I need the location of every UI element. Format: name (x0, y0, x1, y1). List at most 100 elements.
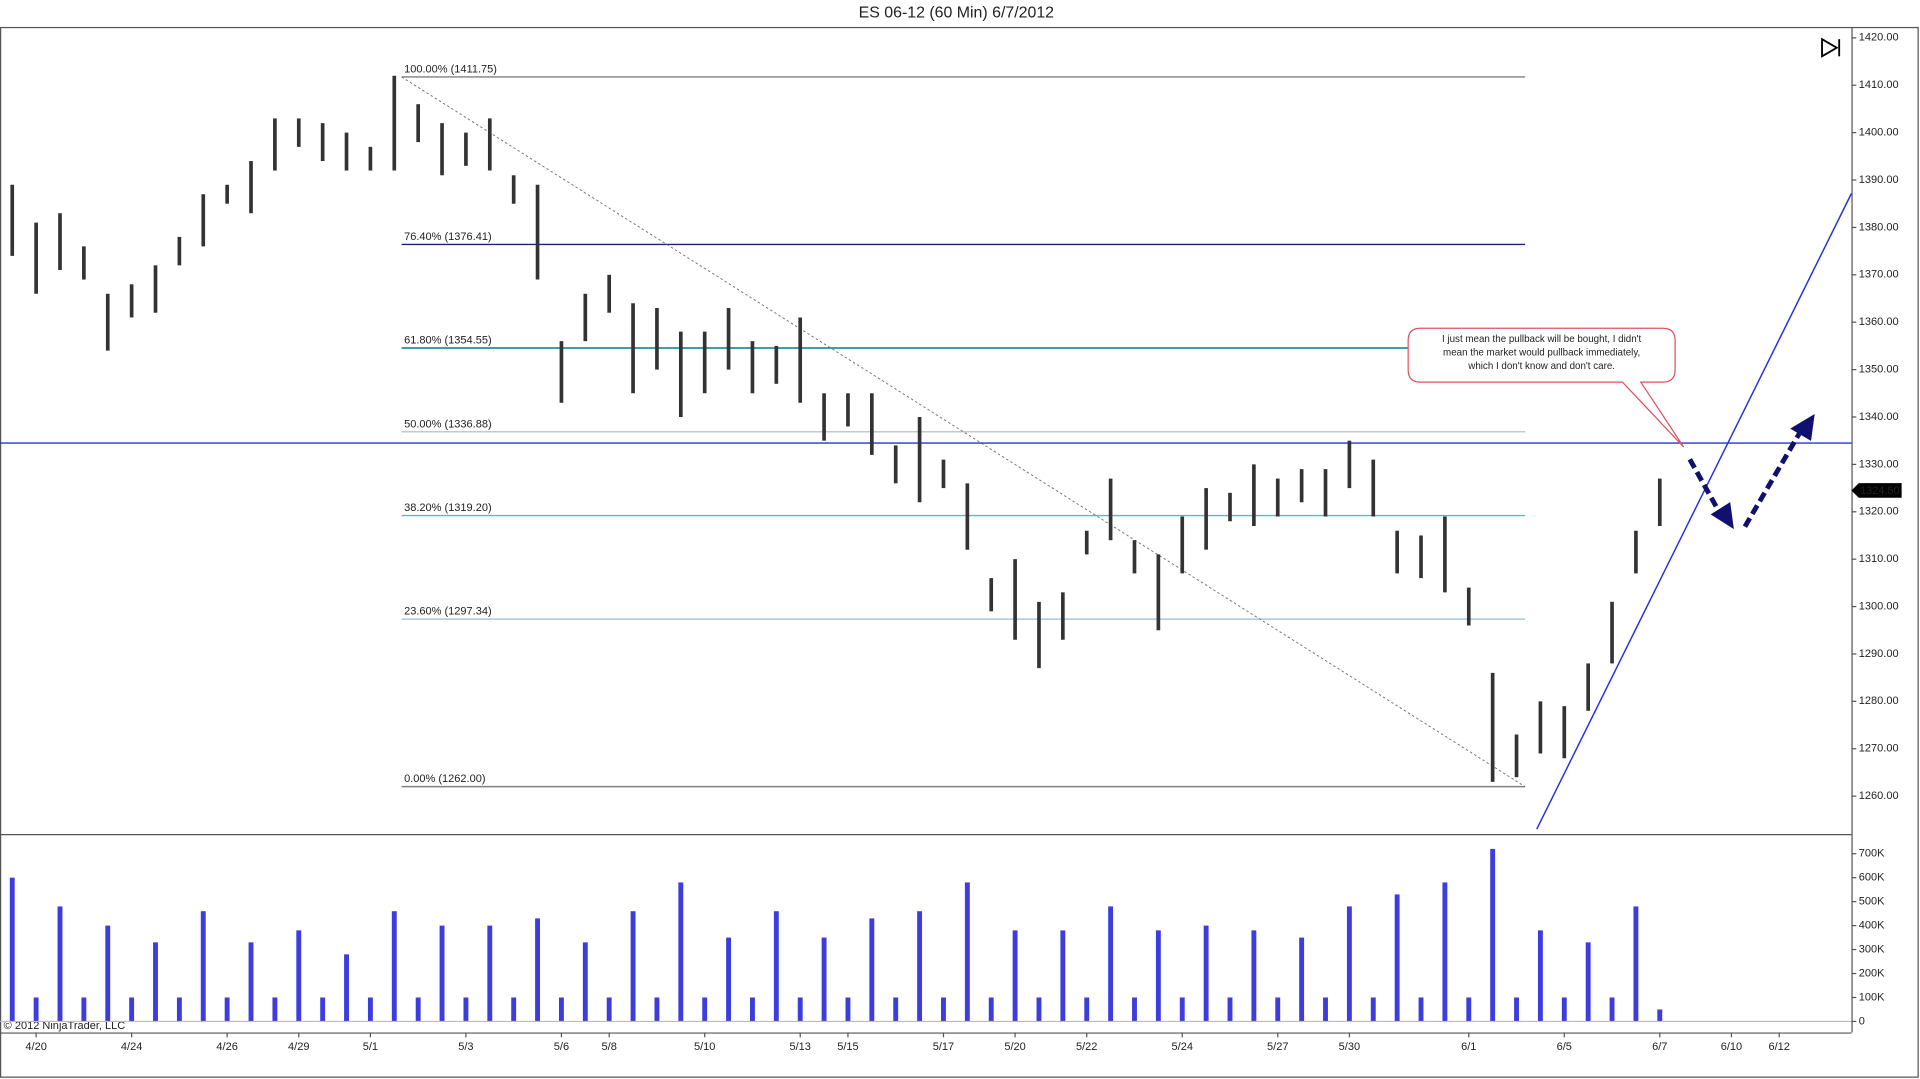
x-tick-label: 5/6 (554, 1041, 569, 1053)
data-layer: 1260.00 1270.00 1280.00 1290.00 1300.00 1310.… (0, 32, 1902, 1053)
volume-bar (1633, 906, 1639, 1022)
icon-triangle (1821, 37, 1839, 58)
volume-bar (1108, 906, 1114, 1022)
volume-bar (320, 997, 326, 1022)
volume-bar (1394, 894, 1400, 1022)
volume-bar (988, 997, 994, 1022)
y-tick-label: 1400.00 (1859, 127, 1899, 139)
volume-bar (1346, 906, 1352, 1022)
volume-bar (1537, 930, 1543, 1022)
callout-box (1407, 327, 1685, 448)
volume-bar (1370, 997, 1376, 1022)
volume-bar (129, 997, 135, 1022)
volume-bar (654, 997, 660, 1022)
volume-bar (582, 942, 588, 1022)
volume-bar (726, 937, 732, 1022)
y-tick-label: 200K (1859, 967, 1885, 979)
volume-bar (1227, 997, 1233, 1022)
volume-bar (391, 911, 397, 1022)
y-tick-label: 1330.00 (1859, 458, 1899, 470)
x-tick-label: 5/30 (1339, 1041, 1360, 1053)
volume-bar (845, 997, 851, 1022)
y-tick-label: 500K (1859, 896, 1885, 908)
volume-bar (1251, 930, 1257, 1022)
volume-bar (535, 918, 540, 1022)
fib-label: 61.80% (1354.55) (404, 335, 492, 347)
volume-bar (1299, 937, 1305, 1022)
chart-title: ES 06-12 (60 Min) 6/7/2012 (859, 5, 1055, 22)
volume-bar (678, 882, 684, 1022)
volume-bar (272, 997, 278, 1022)
volume-bar (1275, 997, 1281, 1022)
playback-icon[interactable] (1821, 37, 1841, 58)
volume-bar (9, 877, 15, 1022)
x-tick-label: 5/10 (694, 1041, 715, 1053)
copyright: © 2012 NinjaTrader, LLC (4, 1020, 126, 1032)
x-tick-label: 5/1 (363, 1041, 378, 1053)
x-tick-label: 5/22 (1076, 1041, 1097, 1053)
volume-bar (558, 997, 564, 1022)
volume-bar (964, 882, 970, 1022)
y-tick-label: 600K (1859, 872, 1885, 884)
volume-bar (224, 997, 230, 1022)
annotation-text: mean the market would pullback immediate… (1443, 347, 1640, 358)
arrow-up (1742, 431, 1803, 528)
y-tick-label: 1420.00 (1859, 32, 1899, 44)
y-tick-label: 300K (1859, 943, 1885, 955)
y-tick-label: 1280.00 (1859, 695, 1899, 707)
volume-bar (33, 997, 39, 1022)
y-tick-label: 1270.00 (1859, 743, 1899, 755)
volume-bar (893, 997, 899, 1022)
volume-bar (367, 997, 373, 1022)
volume-bar (344, 954, 349, 1022)
volume-bar (176, 997, 182, 1022)
y-tick-label: 1350.00 (1859, 364, 1899, 376)
y-tick-label: 1320.00 (1859, 506, 1899, 518)
trend-line (1536, 193, 1853, 830)
volume-bar (248, 942, 254, 1022)
volume-bar (1132, 997, 1137, 1022)
volume-bar (1203, 925, 1209, 1022)
y-tick-label: 1370.00 (1859, 269, 1899, 281)
volume-bar (1323, 997, 1328, 1022)
volume-bar (750, 997, 755, 1022)
y-tick-label: 1260.00 (1859, 790, 1899, 802)
x-tick-label: 6/1 (1461, 1041, 1476, 1053)
arrow-head (1710, 502, 1734, 530)
volume-bar (1657, 1009, 1663, 1022)
x-tick-label: 4/24 (121, 1041, 142, 1053)
volume-bar (869, 918, 875, 1022)
y-tick-label: 100K (1859, 991, 1885, 1003)
fib-label: 50.00% (1336.88) (404, 418, 492, 430)
last-price-label: 1324.50 (1860, 485, 1900, 497)
volume-bar (57, 906, 63, 1022)
volume-bar (415, 997, 421, 1022)
frame (0, 26, 1919, 1078)
fib-label: 38.20% (1319.20) (404, 502, 492, 514)
volume-bar (606, 997, 612, 1022)
fib-label: 23.60% (1297.34) (404, 606, 492, 618)
arrow-down (1687, 458, 1722, 514)
volume-bar (439, 925, 445, 1022)
volume-bar (1036, 997, 1042, 1022)
volume-bar (463, 997, 469, 1022)
volume-bar (81, 997, 87, 1022)
x-tick-label: 5/3 (458, 1041, 473, 1053)
volume-bar (105, 925, 111, 1022)
volume-bar (1466, 997, 1472, 1022)
volume-bar (630, 911, 636, 1022)
annotation-text: which I don't know and don't care. (1467, 361, 1615, 372)
y-tick-label: 1290.00 (1859, 648, 1899, 660)
volume-bar (487, 925, 493, 1022)
volume-bar (1012, 930, 1018, 1022)
fib-anchor (401, 76, 1526, 788)
y-tick-label: 0 (1859, 1015, 1865, 1027)
y-tick-label: 1390.00 (1859, 174, 1899, 186)
volume-bar (1585, 942, 1591, 1022)
volume-bar (1418, 997, 1424, 1022)
volume-bar (511, 997, 517, 1022)
x-tick-label: 6/12 (1768, 1041, 1789, 1053)
x-tick-label: 5/15 (837, 1041, 858, 1053)
